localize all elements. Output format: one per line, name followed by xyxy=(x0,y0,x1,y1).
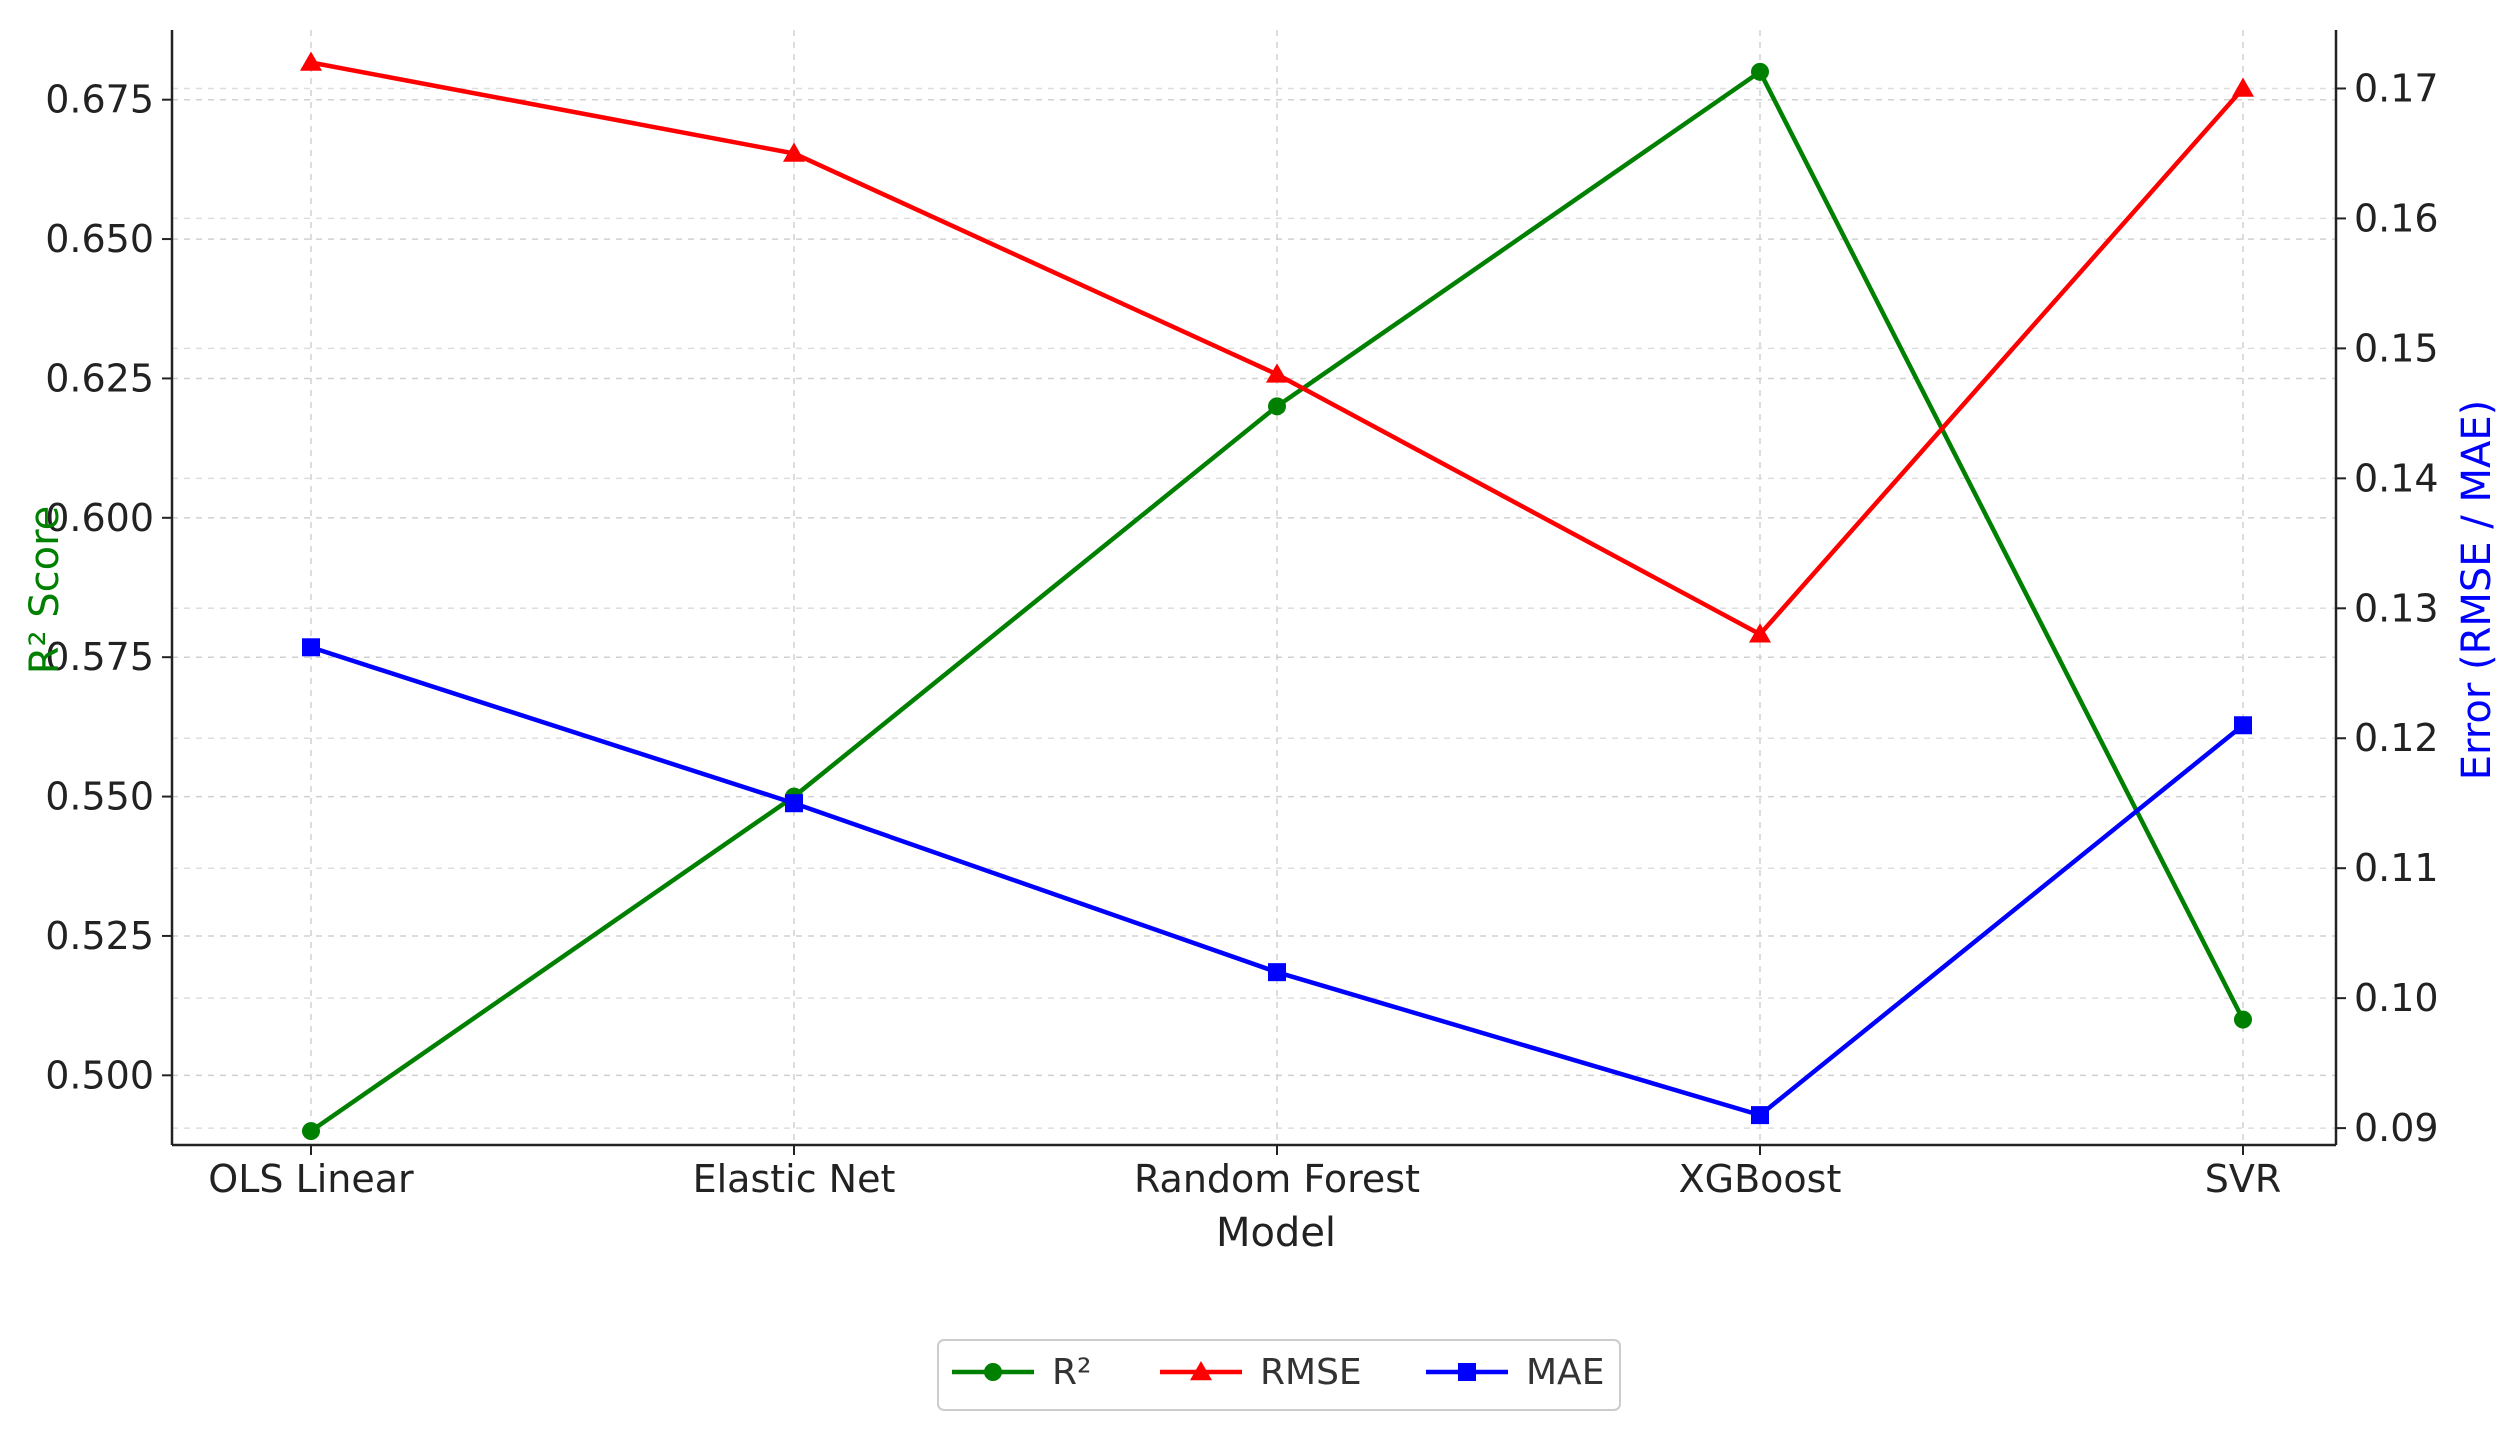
legend-marker-rmse xyxy=(1190,1361,1212,1381)
ticks: OLS Linear Elastic Net Random Forest XGBoos… xyxy=(45,66,2438,1201)
legend-label-r2: R² xyxy=(1052,1352,1091,1393)
y-tick-label: 0.500 xyxy=(45,1053,154,1097)
y2-tick-label: 0.17 xyxy=(2354,66,2439,110)
y-tick-label: 0.575 xyxy=(45,635,154,679)
data-point-rmse xyxy=(300,51,322,71)
x-tick-label: OLS Linear xyxy=(208,1157,414,1201)
y2-tick-label: 0.09 xyxy=(2354,1106,2439,1150)
legend-label-mae: MAE xyxy=(1526,1352,1604,1393)
legend-marker-mae xyxy=(1458,1363,1476,1381)
y-tick-label: 0.625 xyxy=(45,356,154,400)
y2-tick-label: 0.12 xyxy=(2354,716,2439,760)
data-point-mae xyxy=(2234,716,2252,735)
x-axis-label: Model xyxy=(1216,1210,1336,1256)
data-point-rmse xyxy=(2232,77,2254,97)
data-point-mae xyxy=(1751,1106,1769,1125)
y-tick-label: 0.650 xyxy=(45,217,154,261)
y-tick-label: 0.600 xyxy=(45,496,154,540)
legend-label-rmse: RMSE xyxy=(1260,1352,1362,1393)
y-tick-label: 0.675 xyxy=(45,78,154,122)
y2-tick-label: 0.10 xyxy=(2354,976,2439,1020)
data-point-r2 xyxy=(302,1122,320,1141)
y2-tick-label: 0.15 xyxy=(2354,326,2439,370)
x-tick-label: Elastic Net xyxy=(693,1157,896,1201)
series-layer xyxy=(300,51,2254,1141)
data-point-rmse xyxy=(1749,623,1771,643)
x-tick-label: SVR xyxy=(2205,1157,2282,1201)
y-tick-label: 0.525 xyxy=(45,914,154,958)
data-point-r2 xyxy=(1268,397,1286,416)
axes xyxy=(170,30,2338,1147)
y2-tick-label: 0.14 xyxy=(2354,456,2439,500)
grid xyxy=(172,30,2336,1145)
x-tick-label: XGBoost xyxy=(1679,1157,1842,1201)
data-point-r2 xyxy=(1751,62,1769,81)
data-point-mae xyxy=(1268,963,1286,982)
y2-tick-label: 0.11 xyxy=(2354,846,2439,890)
data-point-rmse xyxy=(1266,363,1288,383)
y2-tick-label: 0.13 xyxy=(2354,586,2439,630)
data-point-mae xyxy=(785,794,803,813)
data-point-rmse xyxy=(783,142,805,162)
x-tick-label: Random Forest xyxy=(1134,1157,1420,1201)
y-tick-label: 0.550 xyxy=(45,775,154,819)
left-axis-label: R² Score xyxy=(22,506,68,675)
legend: R² RMSE MAE xyxy=(937,1339,1621,1411)
legend-box xyxy=(937,1339,1621,1411)
legend-marker-r2 xyxy=(984,1363,1002,1381)
data-point-r2 xyxy=(2234,1010,2252,1029)
data-point-mae xyxy=(302,638,320,657)
right-axis-label: Error (RMSE / MAE) xyxy=(2454,400,2500,780)
y2-tick-label: 0.16 xyxy=(2354,196,2439,240)
